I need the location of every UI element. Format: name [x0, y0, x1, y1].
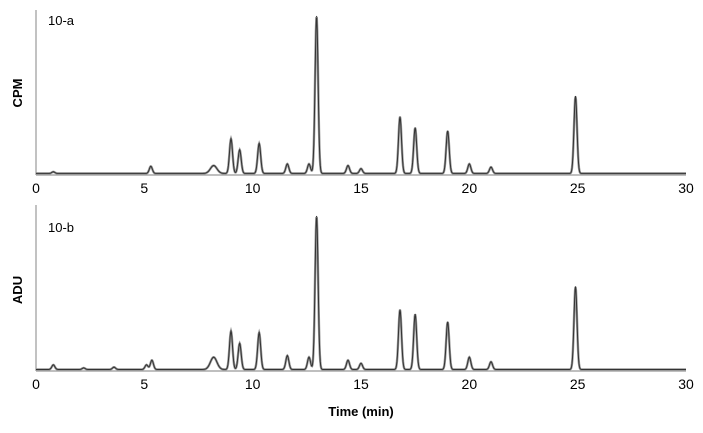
peak-apex	[399, 116, 401, 118]
peak-apex	[347, 359, 349, 361]
peak-apex	[490, 166, 492, 168]
peak-apex	[151, 359, 153, 361]
x-tick-label: 0	[32, 376, 40, 392]
x-tick-label: 5	[140, 376, 148, 392]
panel-b-label: 10-b	[48, 220, 74, 235]
peak-apex	[286, 355, 288, 357]
peak-apex	[360, 362, 362, 364]
x-axis-title: Time (min)	[328, 404, 394, 419]
chromatogram-trace-shadow	[36, 16, 686, 175]
peak-apex	[468, 356, 470, 358]
peak-apex	[150, 165, 152, 167]
panel-a-label: 10-a	[48, 13, 75, 28]
peak-apex	[52, 171, 54, 173]
peak-apex	[414, 127, 416, 129]
peak-apex	[315, 15, 318, 18]
peak-apex	[113, 366, 115, 368]
x-tick-label: 25	[570, 376, 586, 392]
x-tick-label: 10	[245, 180, 261, 196]
peak-apex	[145, 364, 148, 366]
chromatogram-trace-shadow	[36, 216, 686, 371]
panel-a-y-axis-title: CPM	[10, 79, 25, 108]
peak-apex	[490, 361, 492, 363]
panel-b-traces	[36, 215, 686, 371]
panel-a-traces	[36, 15, 686, 175]
chromatogram-trace	[36, 17, 686, 174]
peak-apex	[258, 332, 260, 334]
peak-apex	[83, 367, 85, 369]
peak-apex	[286, 163, 288, 165]
panel-a-x-ticks: 0 5 10 15 20 25 30	[32, 180, 694, 196]
x-tick-label: 20	[462, 180, 478, 196]
peak-apex	[230, 138, 232, 140]
peak-apex	[258, 143, 260, 145]
peak-apex	[230, 330, 232, 332]
x-tick-label: 0	[32, 180, 40, 196]
peak-apex	[213, 356, 215, 358]
x-tick-label: 20	[462, 376, 478, 392]
panel-b: 10-b ADU 0 5 10 15 20 25 30 Time (min)	[10, 205, 694, 419]
peak-apex	[574, 286, 577, 288]
peak-apex	[308, 163, 310, 165]
x-tick-label: 10	[245, 376, 261, 392]
peak-apex	[239, 149, 241, 151]
peak-apex	[447, 130, 449, 132]
chromatogram-trace	[36, 217, 686, 370]
peak-apex	[52, 364, 54, 366]
peak-apex	[468, 163, 470, 165]
panel-b-x-ticks: 0 5 10 15 20 25 30	[32, 376, 694, 392]
x-tick-label: 30	[678, 376, 694, 392]
peak-apex	[414, 313, 416, 315]
peak-apex	[399, 309, 401, 311]
x-tick-label: 25	[570, 180, 586, 196]
x-tick-label: 15	[353, 180, 369, 196]
peak-apex	[239, 342, 241, 345]
peak-apex	[347, 164, 349, 167]
peak-apex	[574, 95, 577, 98]
x-tick-label: 15	[353, 376, 369, 392]
x-tick-label: 5	[140, 180, 148, 196]
peak-apex	[308, 356, 310, 358]
panel-a: 10-a CPM 0 5 10 15 20 25 30	[10, 10, 694, 196]
peak-apex	[315, 215, 318, 218]
panel-b-y-axis-title: ADU	[10, 276, 25, 304]
x-tick-label: 30	[678, 180, 694, 196]
peak-apex	[213, 164, 215, 167]
peak-apex	[447, 321, 449, 323]
peak-apex	[360, 168, 362, 170]
